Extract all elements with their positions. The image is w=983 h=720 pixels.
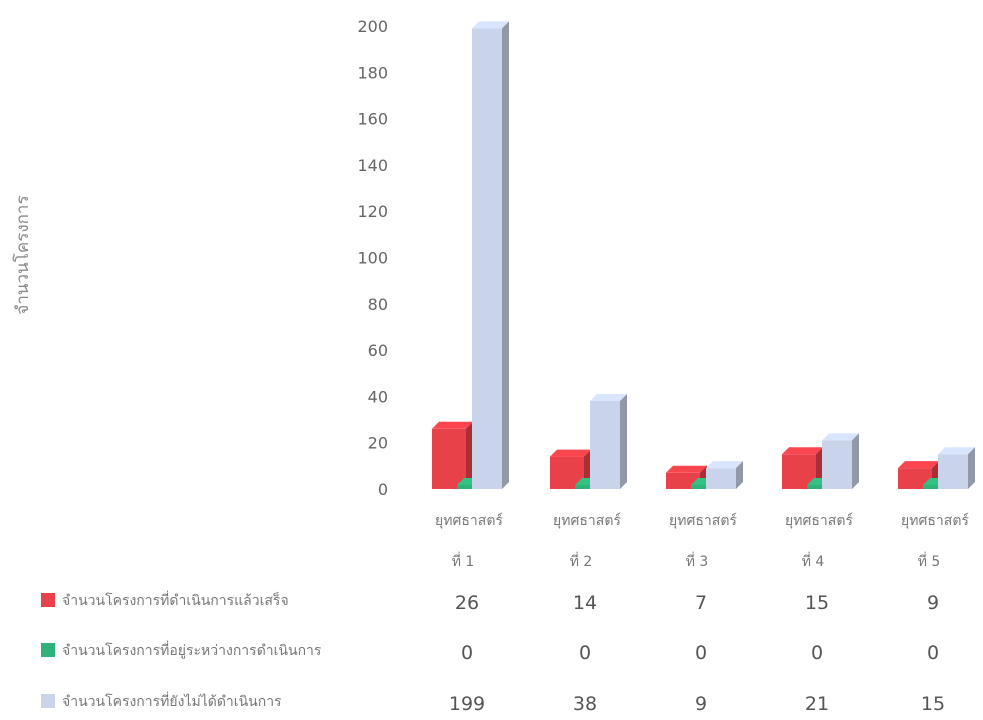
bar-side bbox=[852, 433, 859, 489]
bar-front bbox=[432, 428, 466, 489]
y-axis-title: จำนวนโครงการ bbox=[12, 195, 33, 314]
table-cell: 15 bbox=[921, 693, 945, 715]
y-tick-label: 40 bbox=[368, 387, 388, 406]
y-tick-label: 120 bbox=[357, 202, 388, 221]
y-axis-label: จำนวนโครงการ bbox=[12, 195, 33, 314]
category-label: ยุทศธาสตร์ bbox=[553, 512, 621, 529]
category-sublabel: ที่ 3 bbox=[686, 552, 709, 570]
bar-top bbox=[782, 447, 823, 455]
legend-label: จำนวนโครงการที่ยังไม่ได้ดำเนินการ bbox=[62, 692, 282, 710]
category-label: ยุทศธาสตร์ bbox=[785, 512, 853, 529]
y-tick-label: 160 bbox=[357, 110, 388, 129]
bar-front bbox=[590, 401, 620, 489]
table-cell: 38 bbox=[573, 693, 597, 715]
bar-3-2 bbox=[590, 394, 627, 489]
bar-front bbox=[938, 454, 968, 489]
bar-side bbox=[968, 447, 975, 489]
y-tick-label: 200 bbox=[357, 17, 388, 36]
table-cell: 9 bbox=[927, 592, 939, 614]
y-tick-label: 140 bbox=[357, 156, 388, 175]
bar-front bbox=[898, 468, 932, 489]
category-label: ยุทศธาสตร์ bbox=[435, 512, 503, 529]
bar-3-5 bbox=[938, 447, 975, 489]
bar-top bbox=[472, 21, 509, 29]
table-cell: 199 bbox=[449, 693, 485, 715]
bar-top bbox=[432, 421, 473, 429]
bar-top bbox=[666, 465, 707, 473]
bar-top bbox=[550, 449, 591, 457]
data-table: จำนวนโครงการที่ดำเนินการแล้วเสร็จ 26 14 7 15… bbox=[41, 591, 945, 715]
bar-front bbox=[472, 28, 502, 489]
category-label: ยุทศธาสตร์ bbox=[901, 512, 969, 529]
bar-side bbox=[466, 421, 473, 489]
y-tick-label: 80 bbox=[368, 295, 388, 314]
category-labels: ยุทศธาสตร์ที่ 1 ยุทศธาสตร์ที่ 2 ยุทศธาสตร์… bbox=[435, 512, 969, 570]
bar-front bbox=[457, 485, 477, 489]
table-cell: 0 bbox=[811, 642, 823, 664]
bar-top bbox=[706, 461, 743, 469]
table-cell: 0 bbox=[579, 642, 591, 664]
table-cell: 21 bbox=[805, 693, 829, 715]
bar-top bbox=[822, 433, 859, 441]
category-sublabel: ที่ 5 bbox=[918, 552, 941, 570]
category-label: ยุทศธาสตร์ bbox=[669, 512, 737, 529]
y-tick-label: 180 bbox=[357, 63, 388, 82]
legend-label: จำนวนโครงการที่อยู่ระหว่างการดำเนินการ bbox=[62, 641, 322, 659]
bar-3-1 bbox=[472, 21, 509, 489]
bar-front bbox=[822, 440, 852, 489]
category-sublabel: ที่ 4 bbox=[802, 552, 825, 570]
bar-front bbox=[706, 468, 736, 489]
table-cell: 0 bbox=[461, 642, 473, 664]
table-cell: 15 bbox=[805, 592, 829, 614]
table-cell: 0 bbox=[927, 642, 939, 664]
table-cell: 7 bbox=[695, 592, 707, 614]
bar-top bbox=[938, 447, 975, 455]
category-sublabel: ที่ 2 bbox=[570, 552, 593, 570]
y-ticks: 0 20 40 60 80 100 120 140 160 180 200 bbox=[357, 17, 388, 499]
legend-label: จำนวนโครงการที่ดำเนินการแล้วเสร็จ bbox=[62, 591, 289, 609]
legend-swatch bbox=[41, 694, 55, 708]
y-tick-label: 20 bbox=[368, 434, 388, 453]
category-sublabel: ที่ 1 bbox=[452, 552, 475, 570]
bar-3-3 bbox=[706, 461, 743, 489]
legend-swatch bbox=[41, 593, 55, 607]
bar-side bbox=[502, 21, 509, 489]
table-cell: 14 bbox=[573, 592, 597, 614]
table-cell: 9 bbox=[695, 693, 707, 715]
bars bbox=[432, 21, 975, 489]
bar-front bbox=[807, 485, 827, 489]
bar-top bbox=[590, 394, 627, 402]
bar-side bbox=[736, 461, 743, 489]
bar-3-4 bbox=[822, 433, 859, 489]
y-tick-label: 60 bbox=[368, 341, 388, 360]
bar-side bbox=[620, 394, 627, 489]
legend-swatch bbox=[41, 643, 55, 657]
bar-front bbox=[575, 485, 595, 489]
table-cell: 0 bbox=[695, 642, 707, 664]
y-tick-label: 0 bbox=[378, 480, 388, 499]
y-tick-label: 100 bbox=[357, 249, 388, 268]
table-cell: 26 bbox=[455, 592, 479, 614]
bar-front bbox=[691, 485, 711, 489]
bar-1-1 bbox=[432, 421, 473, 489]
bar-front bbox=[923, 485, 943, 489]
bar-top bbox=[898, 461, 939, 469]
